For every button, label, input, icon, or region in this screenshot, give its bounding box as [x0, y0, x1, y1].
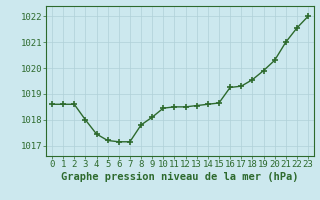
- X-axis label: Graphe pression niveau de la mer (hPa): Graphe pression niveau de la mer (hPa): [61, 172, 299, 182]
